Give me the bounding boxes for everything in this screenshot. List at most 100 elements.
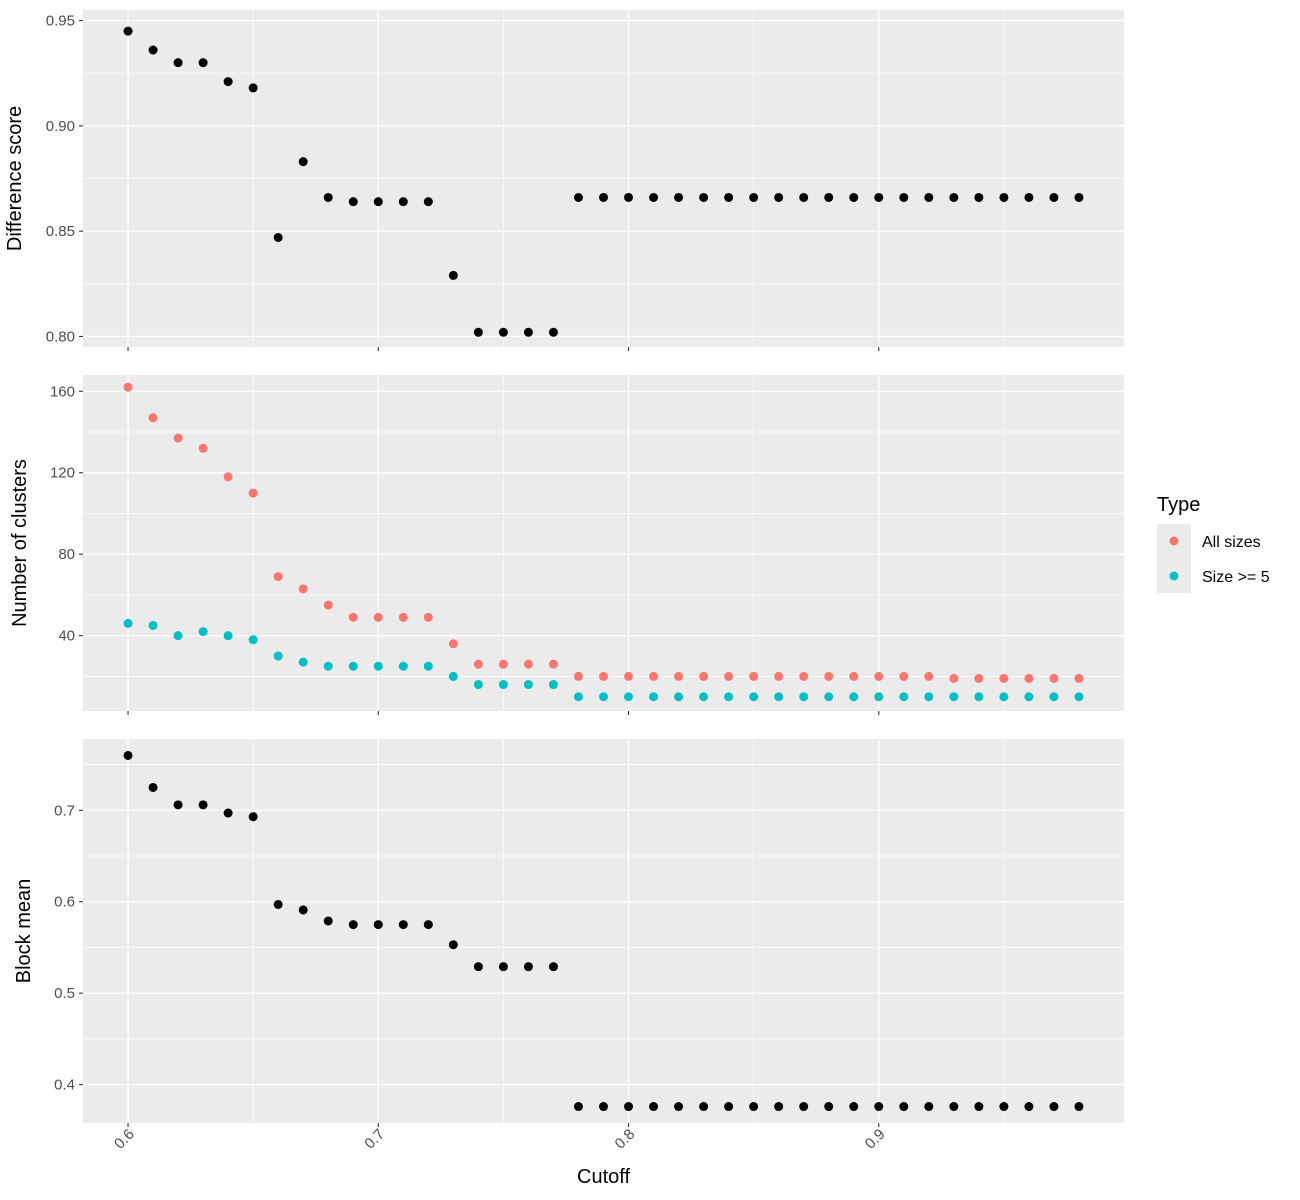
data-point-all-sizes [924, 671, 934, 681]
data-point [974, 1102, 984, 1112]
data-point [298, 157, 308, 167]
y-tick-label: 80 [58, 546, 75, 563]
data-point-size-5 [599, 692, 608, 702]
data-point [649, 192, 659, 202]
data-point-all-sizes [373, 612, 383, 622]
data-point-all-sizes [348, 612, 358, 622]
data-point-all-sizes [223, 472, 233, 482]
panel-1: 0.80 0.85 0.90 0.95 Difference score [4, 10, 1124, 351]
data-point-size-5 [398, 661, 408, 671]
data-point [148, 782, 158, 792]
data-point [874, 192, 884, 202]
data-point [398, 197, 408, 207]
data-point-size-5 [423, 661, 433, 671]
data-point [548, 327, 558, 337]
data-point [373, 197, 383, 207]
y-tick-label: 0.90 [46, 118, 75, 135]
data-point-all-sizes [123, 382, 133, 392]
data-point [949, 1102, 959, 1112]
data-point-all-sizes [899, 671, 909, 681]
legend-title: Type [1157, 494, 1200, 516]
data-point [724, 192, 734, 202]
data-point [824, 1102, 834, 1112]
data-point-all-sizes [323, 600, 333, 610]
data-point [999, 1102, 1009, 1112]
data-point [749, 192, 759, 202]
y-tick-label: 0.95 [46, 13, 75, 30]
data-point [248, 812, 258, 822]
data-point [1024, 192, 1034, 202]
data-point-size-5 [548, 680, 558, 690]
y-axis-title: Block mean [13, 879, 35, 984]
data-point [1049, 192, 1059, 202]
data-point-size-5 [198, 627, 208, 637]
data-point [273, 899, 283, 909]
data-point-size-5 [273, 651, 283, 661]
data-point-size-5 [749, 692, 759, 702]
y-tick-label: 0.7 [54, 802, 75, 819]
data-point [448, 270, 458, 280]
data-point [323, 916, 333, 926]
x-tick-label: 0.8 [612, 1126, 639, 1153]
data-point-size-5 [649, 692, 659, 702]
data-point [373, 920, 383, 930]
data-point-size-5 [573, 692, 583, 702]
data-point-all-sizes [599, 671, 608, 681]
data-point [949, 192, 959, 202]
y-tick-label: 160 [50, 383, 75, 400]
data-point-all-sizes [548, 659, 558, 669]
data-point-all-sizes [1049, 673, 1059, 683]
data-point-size-5 [1049, 692, 1059, 702]
data-point-size-5 [248, 635, 258, 645]
panels: 0.80 0.85 0.90 0.95 Difference score 40 80 120 1… [4, 10, 1124, 1153]
data-point-size-5 [473, 680, 483, 690]
legend-label-size-ge-5: Size >= 5 [1202, 569, 1270, 586]
data-point [148, 45, 158, 55]
data-point [674, 1102, 684, 1112]
data-point-all-sizes [423, 612, 433, 622]
data-point-size-5 [774, 692, 784, 702]
data-point-size-5 [849, 692, 859, 702]
data-point-all-sizes [448, 639, 458, 649]
data-point [348, 197, 358, 207]
data-point [173, 800, 183, 810]
data-point [599, 192, 608, 202]
data-point-all-sizes [198, 443, 208, 453]
y-axis-title: Difference score [4, 106, 26, 251]
data-point-all-sizes [1074, 673, 1084, 683]
data-point-size-5 [148, 620, 158, 630]
data-point-size-5 [498, 680, 508, 690]
data-point [123, 26, 133, 36]
data-point [899, 1102, 909, 1112]
data-point-all-sizes [473, 659, 483, 669]
data-point-all-sizes [749, 671, 759, 681]
data-point [548, 962, 558, 972]
data-point-size-5 [1074, 692, 1084, 702]
data-point [198, 58, 208, 68]
data-point [874, 1102, 884, 1112]
data-point-size-5 [724, 692, 734, 702]
panel-2: 40 80 120 160 Number of clusters [9, 375, 1124, 715]
data-point [974, 192, 984, 202]
data-point [1074, 192, 1084, 202]
data-point [123, 750, 133, 760]
data-point [573, 192, 583, 202]
legend-key-size-ge-5 [1169, 571, 1179, 581]
data-point-size-5 [824, 692, 834, 702]
data-point-size-5 [999, 692, 1009, 702]
data-point [498, 327, 508, 337]
data-point [624, 1102, 634, 1112]
legend-label-all-sizes: All sizes [1202, 534, 1261, 551]
panel-background [83, 739, 1124, 1123]
data-point-size-5 [123, 618, 133, 628]
y-tick-label: 0.4 [54, 1077, 75, 1094]
panel-background [83, 375, 1124, 711]
data-point [724, 1102, 734, 1112]
data-point [924, 1102, 934, 1112]
data-point-all-sizes [774, 671, 784, 681]
data-point-all-sizes [1024, 673, 1034, 683]
data-point [473, 327, 483, 337]
data-point-all-sizes [674, 671, 684, 681]
data-point [198, 800, 208, 810]
